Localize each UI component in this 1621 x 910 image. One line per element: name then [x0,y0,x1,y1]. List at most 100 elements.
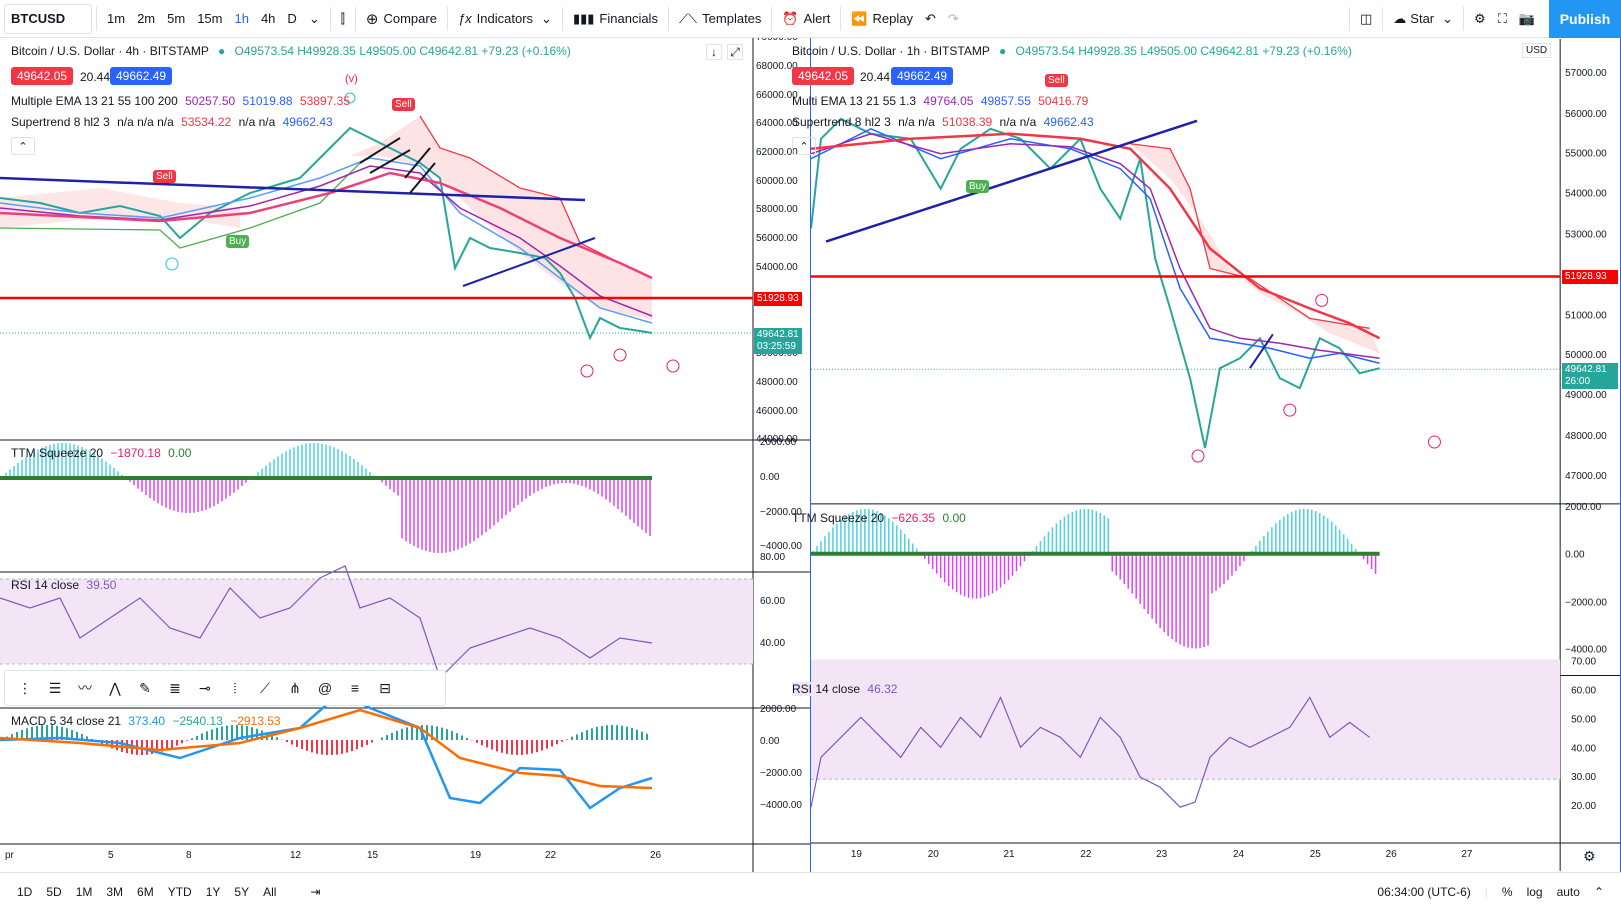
expand-icon[interactable]: ⌃ [1593,884,1604,899]
bars-pattern-icon[interactable]: ⦙ [233,679,237,696]
ttm-axis-label: 0.00 [760,472,780,483]
interval-2m[interactable]: 2m [137,11,156,26]
range-1m[interactable]: 1M [75,884,93,899]
rsi-axis-label: 60.00 [1571,685,1596,696]
menu-icon[interactable]: ☰ [48,679,62,696]
undo-icon[interactable]: ↶ [924,10,936,26]
publish-button[interactable]: Publish [1549,0,1621,38]
pitchfork-icon[interactable]: ⋔ [289,679,301,696]
st-value-3: 49662.43 [1043,115,1094,129]
divider [1349,6,1350,31]
plus-circle-icon: ⊕ [365,10,379,28]
price-axis-label: 56000.00 [1565,109,1607,120]
gear-icon[interactable]: ⚙ [1474,10,1486,26]
right-chart-title: Bitcoin / U.S. Dollar · 1h · BITSTAMP ● … [792,44,1352,58]
fib-icon[interactable]: ≣ [169,679,181,696]
market-status-dot: ● [998,44,1007,58]
currency-label[interactable]: USD [1522,43,1552,58]
left-chart-canvas[interactable]: (v) 70000.00 68000.00 66000.00 64000.00 6200… [0,38,810,872]
interval-1h[interactable]: 1h [234,11,249,26]
price-axis-label: 66000.00 [756,90,798,101]
replay-button[interactable]: ⏪ Replay [845,0,919,38]
right-chart-canvas[interactable]: 57000.00 56000.00 55000.00 54000.00 53000.00… [810,38,1621,872]
time-axis: 19 20 21 22 23 24 25 26 27 [851,849,1473,860]
scale-down-icon[interactable]: ↓ [706,44,722,60]
left-ask-price[interactable]: 49662.49 [110,67,173,85]
range-5y[interactable]: 5Y [234,884,250,899]
range-1y[interactable]: 1Y [205,884,221,899]
ray-icon[interactable]: ⊸ [199,679,211,696]
wave-label [344,92,356,104]
maximize-icon[interactable]: ⤢ [727,44,743,60]
fib-time-icon[interactable]: ≡ [350,680,360,696]
spiral-icon[interactable]: @ [317,680,333,696]
right-rsi-legend: RSI 14 close 46.32 [792,682,898,696]
interval-d[interactable]: D [287,11,297,26]
left-macd-legend: MACD 5 34 close 21 373.40 −2540.13 −2913… [11,714,281,728]
candle-style-icon[interactable]: ⫿ [340,10,345,26]
trend-line-icon[interactable]: ⟋ [260,679,270,696]
rsi-value: 46.32 [867,682,898,696]
time-axis-label: 8 [186,850,192,861]
collapse-legend-button[interactable]: ⌃ [11,137,35,155]
macd-value-2: −2540.13 [172,714,223,728]
supertrend-cloud [350,116,652,320]
right-ttm-legend: TTM Squeeze 20 −626.35 0.00 [792,511,966,525]
interval-1m[interactable]: 1m [107,11,126,26]
divider [561,6,563,31]
macd-axis-label: 0.00 [760,736,780,747]
macd-axis-label: −2000.00 [760,768,802,779]
countdown: 26:00 [1565,376,1591,387]
interval-15m[interactable]: 15m [197,11,223,26]
log-toggle[interactable]: log [1526,884,1543,899]
ttm-axis-label: −4000.00 [1565,645,1607,656]
range-1d[interactable]: 1D [17,884,33,899]
templates-button[interactable]: ⟋⟍ Templates [673,0,767,38]
wave-label [1427,435,1441,449]
drag-handle-icon[interactable]: ⋮ [18,679,32,696]
range-6m[interactable]: 6M [137,884,154,899]
price-axis: 57000.00 56000.00 55000.00 54000.00 53000.00… [1565,68,1607,812]
range-5d[interactable]: 5D [46,884,62,899]
trendline-blue [825,119,1198,243]
right-ask-price[interactable]: 49662.49 [891,67,954,85]
zigzag-icon[interactable]: 〰 [78,680,92,696]
percent-toggle[interactable]: % [1501,884,1513,899]
symbol-search[interactable]: BTCUSD [4,3,92,34]
camera-icon[interactable]: 📷 [1518,10,1535,26]
collapse-legend-button[interactable]: ⌃ [792,137,816,155]
auto-toggle[interactable]: auto [1556,884,1580,899]
star-button[interactable]: ☁ Star ⌄ [1387,0,1459,38]
layout-icon[interactable]: ◫ [1360,10,1373,26]
time-axis-label: 27 [1461,849,1473,860]
price-axis-label: 53000.00 [1565,230,1607,241]
redo-icon[interactable]: ↷ [947,10,959,26]
rsi-axis-label: 20.00 [1571,801,1596,812]
sell-signal: Sell [1045,74,1068,87]
range-all[interactable]: All [263,884,277,899]
supertrend-cloud [1130,143,1380,354]
abc-pattern-icon[interactable]: ⋀ [109,679,121,696]
brush-icon[interactable]: ✎ [139,679,151,696]
time-display[interactable]: 06:34:00 (UTC-6) [1377,884,1471,899]
gear-icon[interactable]: ⚙ [1583,848,1596,864]
compare-button[interactable]: ⊕ Compare [360,0,443,38]
range-ytd[interactable]: YTD [167,884,192,899]
alert-button[interactable]: ⏰ Alert [776,0,836,38]
time-axis-label: 19 [851,849,863,860]
fullscreen-icon[interactable]: ⛶ [1497,10,1507,26]
ttm-label: TTM Squeeze 20 [792,511,885,525]
time-axis-label: 22 [1080,849,1092,860]
left-bid-price[interactable]: 49642.05 [11,67,74,85]
financials-button[interactable]: ▮▮▮ Financials [567,0,664,38]
interval-5m[interactable]: 5m [167,11,186,26]
interval-4h[interactable]: 4h [260,11,276,26]
date-range-icon[interactable]: ⊟ [379,679,391,696]
supertrend-green [0,162,361,249]
goto-date-icon[interactable]: ⇥ [310,884,321,899]
indicators-button[interactable]: ƒx Indicators ⌄ [452,0,558,38]
right-bid-price[interactable]: 49642.05 [792,67,855,85]
chevron-down-icon[interactable]: ⌄ [308,10,320,26]
left-spread: 20.44 [80,70,111,84]
range-3m[interactable]: 3M [106,884,124,899]
